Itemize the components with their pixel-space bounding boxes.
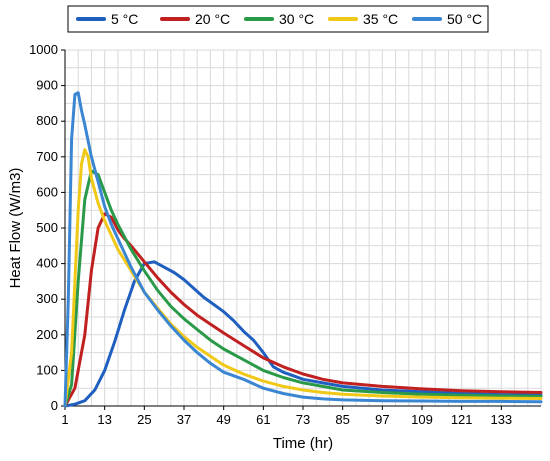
x-tick-label: 133 <box>490 412 512 427</box>
y-tick-label: 800 <box>36 113 58 128</box>
x-tick-label: 1 <box>61 412 68 427</box>
series-line-1 <box>63 260 543 408</box>
x-tick-label: 61 <box>256 412 270 427</box>
x-tick-label: 25 <box>137 412 151 427</box>
x-tick-label: 49 <box>216 412 230 427</box>
series-line-2 <box>63 212 543 408</box>
x-axis-title: Time (hr) <box>273 435 333 452</box>
y-tick-label: 300 <box>36 291 58 306</box>
y-tick-label: 1000 <box>29 42 58 57</box>
x-tick-label: 121 <box>451 412 473 427</box>
x-tick-label: 97 <box>375 412 389 427</box>
y-tick-label: 600 <box>36 184 58 199</box>
y-tick-label: 900 <box>36 78 58 93</box>
gridlines <box>64 49 542 407</box>
y-tick-label: 200 <box>36 327 58 342</box>
legend-label: 30 °C <box>279 11 314 27</box>
x-tick-label: 85 <box>335 412 349 427</box>
legend-label: 35 °C <box>363 11 398 27</box>
legend-label: 50 °C <box>447 11 482 27</box>
x-tick-label: 37 <box>177 412 191 427</box>
y-axis-title: Heat Flow (W/m3) <box>7 168 24 289</box>
y-tick-label: 400 <box>36 256 58 271</box>
legend: 5 °C 20 °C 30 °C 35 °C 50 °C <box>67 5 489 33</box>
y-tick-label: 700 <box>36 149 58 164</box>
axes: 0 100 200 300 400 500 600 700 800 900 1000 1 13 25 37 4… <box>29 42 541 427</box>
series-line-5 <box>63 91 543 408</box>
y-tick-label: 0 <box>51 398 58 413</box>
series-line-4 <box>63 148 543 408</box>
y-tick-label: 100 <box>36 362 58 377</box>
legend-label: 20 °C <box>195 11 230 27</box>
x-tick-label: 13 <box>97 412 111 427</box>
series-lines <box>63 91 543 408</box>
x-tick-label: 109 <box>411 412 433 427</box>
legend-label: 5 °C <box>111 11 138 27</box>
y-tick-label: 500 <box>36 220 58 235</box>
x-tick-label: 73 <box>296 412 310 427</box>
